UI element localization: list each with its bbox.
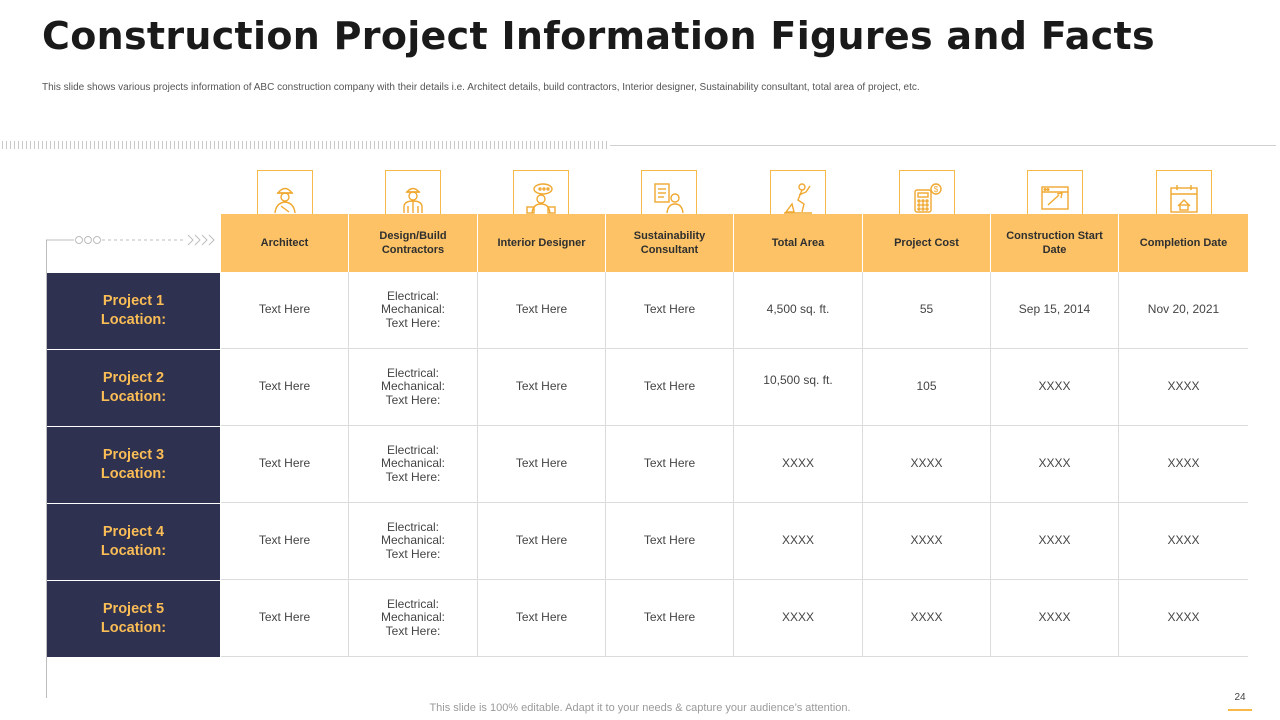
table-cell: 55 bbox=[863, 272, 991, 349]
table-cell: Text Here bbox=[606, 503, 734, 580]
column-header-start-date: Construction Start Date bbox=[991, 214, 1119, 272]
row-label-project-2: Project 2 Location: bbox=[47, 350, 220, 426]
table-cell: Text Here bbox=[478, 272, 606, 349]
table-cell: XXXX bbox=[1119, 349, 1248, 426]
table-cell: XXXX bbox=[991, 349, 1119, 426]
table-cell: Text Here bbox=[478, 426, 606, 503]
table-cell: Electrical: Mechanical: Text Here: bbox=[349, 503, 478, 580]
table-cell: Text Here bbox=[478, 349, 606, 426]
table-cell: Electrical: Mechanical: Text Here: bbox=[349, 580, 478, 657]
table-cell: XXXX bbox=[991, 580, 1119, 657]
table-cell: XXXX bbox=[991, 426, 1119, 503]
table-cell: Text Here bbox=[606, 580, 734, 657]
column-header-architect: Architect bbox=[221, 214, 349, 272]
row-label-project-1: Project 1 Location: bbox=[47, 273, 220, 349]
decorative-dash-strip bbox=[2, 141, 610, 149]
table-cell: Text Here bbox=[606, 426, 734, 503]
table-cell: Text Here bbox=[221, 426, 349, 503]
table-cell: Nov 20, 2021 bbox=[1119, 272, 1248, 349]
table-cell: XXXX bbox=[863, 503, 991, 580]
row-label-project-5: Project 5 Location: bbox=[47, 581, 220, 657]
table-cell: XXXX bbox=[863, 580, 991, 657]
left-vertical-line bbox=[46, 240, 47, 698]
table-cell: 4,500 sq. ft. bbox=[734, 272, 863, 349]
divider-line bbox=[610, 145, 1276, 146]
footer-note: This slide is 100% editable. Adapt it to… bbox=[429, 702, 851, 714]
table-cell: Text Here bbox=[606, 349, 734, 426]
project-name: Project 5 bbox=[102, 601, 165, 617]
table-cell: XXXX bbox=[734, 580, 863, 657]
table-header-band bbox=[221, 214, 1248, 272]
slide-subtitle: This slide shows various projects inform… bbox=[42, 82, 920, 93]
table-cell: XXXX bbox=[991, 503, 1119, 580]
column-header-contractors: Design/Build Contractors bbox=[349, 214, 478, 272]
table-cell: XXXX bbox=[734, 426, 863, 503]
table-cell: Text Here bbox=[221, 272, 349, 349]
table-cell: Text Here bbox=[606, 272, 734, 349]
project-name: Project 2 bbox=[102, 370, 165, 386]
table-cell: Electrical: Mechanical: Text Here: bbox=[349, 272, 478, 349]
table-cell: XXXX bbox=[1119, 580, 1248, 657]
project-location-label: Location: bbox=[100, 620, 167, 636]
table-cell: Text Here bbox=[478, 503, 606, 580]
table-cell: 10,500 sq. ft. bbox=[734, 349, 863, 426]
table-cell: XXXX bbox=[863, 426, 991, 503]
table-cell: Text Here bbox=[221, 503, 349, 580]
project-location-label: Location: bbox=[100, 466, 167, 482]
column-header-consultant: Sustainability Consultant bbox=[606, 214, 734, 272]
row-label-project-4: Project 4 Location: bbox=[47, 504, 220, 580]
table-cell: XXXX bbox=[734, 503, 863, 580]
connector-arrow-decoration bbox=[46, 234, 215, 246]
project-location-label: Location: bbox=[100, 543, 167, 559]
project-name: Project 1 bbox=[102, 293, 165, 309]
table-cell: XXXX bbox=[1119, 503, 1248, 580]
table-cell: Text Here bbox=[221, 349, 349, 426]
project-location-label: Location: bbox=[100, 312, 167, 328]
table-cell: Text Here bbox=[221, 580, 349, 657]
project-name: Project 3 bbox=[102, 447, 165, 463]
project-location-label: Location: bbox=[100, 389, 167, 405]
page-number-underline bbox=[1228, 709, 1252, 711]
column-header-total-area: Total Area bbox=[734, 214, 863, 272]
table-cell: Text Here bbox=[478, 580, 606, 657]
table-cell: 105 bbox=[863, 349, 991, 426]
table-cell: Electrical: Mechanical: Text Here: bbox=[349, 349, 478, 426]
table-cell: Sep 15, 2014 bbox=[991, 272, 1119, 349]
column-header-project-cost: Project Cost bbox=[863, 214, 991, 272]
table-cell: XXXX bbox=[1119, 426, 1248, 503]
table-cell: Electrical: Mechanical: Text Here: bbox=[349, 426, 478, 503]
project-name: Project 4 bbox=[102, 524, 165, 540]
row-label-project-3: Project 3 Location: bbox=[47, 427, 220, 503]
column-header-interior-designer: Interior Designer bbox=[478, 214, 606, 272]
page-number: 24 bbox=[1234, 692, 1246, 703]
svg-text:$: $ bbox=[934, 185, 939, 194]
slide-title: Construction Project Information Figures… bbox=[42, 14, 1155, 58]
column-header-completion-date: Completion Date bbox=[1139, 237, 1228, 249]
